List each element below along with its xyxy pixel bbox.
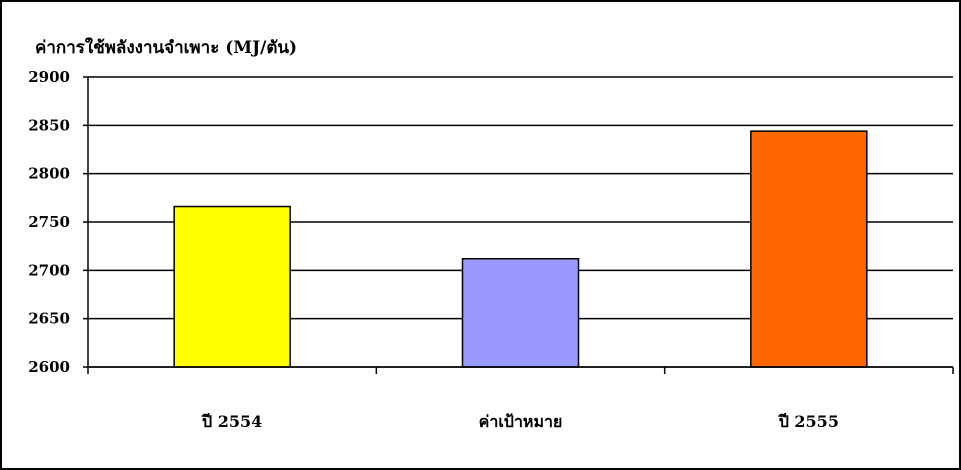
bar-1 [173,205,291,368]
bar-2 [461,257,580,368]
x-category-label: ค่าเป้าหมาย [479,412,563,431]
y-tick-label: 2650 [28,310,70,328]
y-tick-label: 2750 [28,213,70,231]
chart-title: ค่าการใช้พลังงานจำเพาะ (MJ/ตัน) [35,38,298,58]
y-tick-label: 2700 [28,261,70,279]
y-tick-label: 2850 [28,116,70,134]
y-tick-label: 2600 [28,358,70,376]
y-tick-label: 2900 [28,68,70,86]
y-tick-label: 2800 [28,165,70,183]
bar-3 [750,130,868,368]
x-category-label: ปี 2555 [777,412,839,431]
x-category-label: ปี 2554 [201,412,263,431]
